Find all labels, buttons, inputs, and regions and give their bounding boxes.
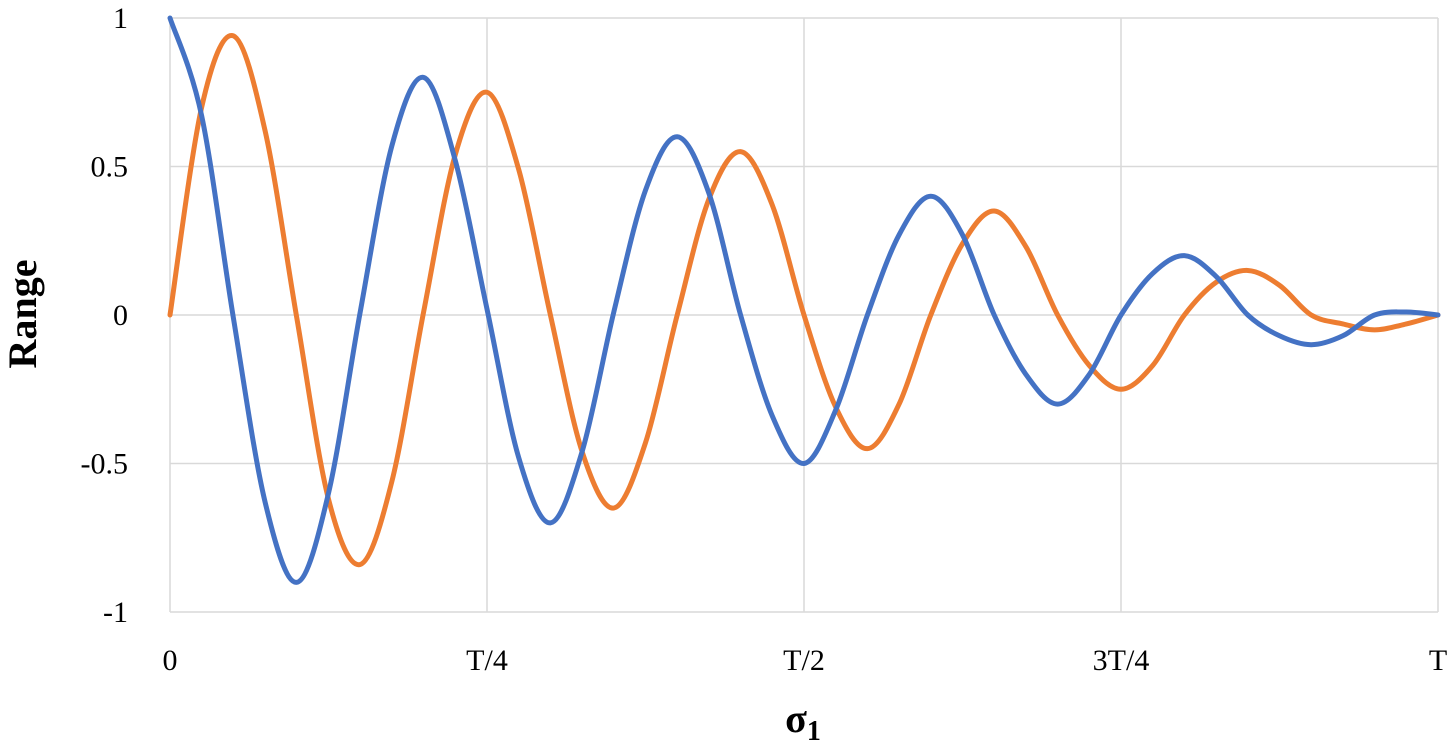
x-tick-label-3: 3T/4 [1093, 644, 1150, 677]
x-axis-title-main: σ [785, 696, 807, 741]
x-axis-title-subscript: 1 [807, 716, 821, 742]
series-group [167, 15, 1441, 585]
x-tick-label-1: T/4 [466, 644, 508, 677]
y-tick-labels: 1 0.5 0 -0.5 -1 [81, 2, 129, 629]
x-tick-label-4: T [1429, 644, 1447, 677]
x-tick-label-0: 0 [163, 644, 178, 677]
x-tick-labels: 0 T/4 T/2 3T/4 T [163, 644, 1448, 677]
y-tick-label-4: -1 [103, 596, 128, 629]
y-tick-label-0: 1 [113, 2, 128, 35]
y-tick-label-3: -0.5 [81, 448, 129, 481]
series-line-0 [167, 15, 1441, 585]
series-line-1 [167, 33, 1441, 567]
y-tick-label-1: 0.5 [91, 151, 129, 184]
x-axis-title: σ1 [785, 696, 821, 742]
y-axis-title: Range [0, 260, 45, 369]
x-tick-label-2: T/2 [783, 644, 825, 677]
y-tick-label-2: 0 [113, 299, 128, 332]
